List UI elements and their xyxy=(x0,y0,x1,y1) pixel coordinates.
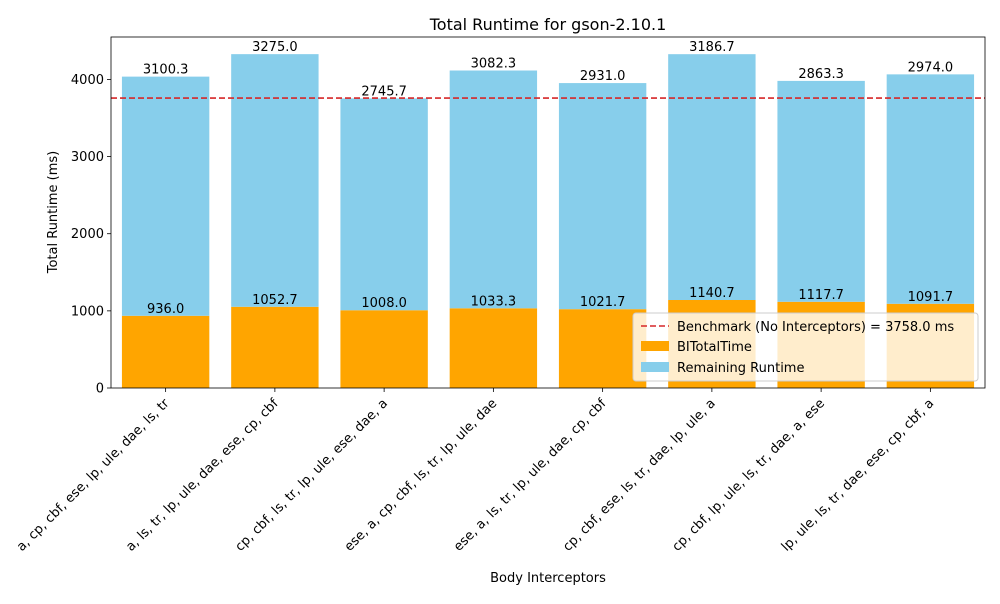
data-label-bitotaltime: 1021.7 xyxy=(580,295,626,310)
y-tick-label: 1000 xyxy=(71,304,104,319)
bar-bitotaltime xyxy=(231,306,319,388)
y-tick-label: 2000 xyxy=(71,227,104,242)
bar-remaining-runtime xyxy=(668,54,756,301)
legend-label-bitotaltime: BITotalTime xyxy=(677,340,752,355)
data-label-remaining-runtime: 3275.0 xyxy=(252,40,298,55)
bar-remaining-runtime xyxy=(558,83,647,310)
y-tick-label: 3000 xyxy=(71,150,104,165)
data-label-bitotaltime: 1140.7 xyxy=(689,286,735,301)
data-label-remaining-runtime: 3186.7 xyxy=(689,40,735,55)
chart-title: Total Runtime for gson-2.10.1 xyxy=(429,15,667,34)
data-label-bitotaltime: 1008.0 xyxy=(361,296,407,311)
data-label-remaining-runtime: 2974.0 xyxy=(908,60,954,75)
legend-label-remaining-runtime: Remaining Runtime xyxy=(677,361,804,376)
bar-remaining-runtime xyxy=(886,74,975,304)
bar-remaining-runtime xyxy=(340,98,428,311)
axes-frame xyxy=(110,36,986,389)
bar-remaining-runtime xyxy=(231,54,319,307)
y-tick-label: 4000 xyxy=(71,73,104,88)
bar-remaining-runtime xyxy=(777,80,865,302)
data-label-remaining-runtime: 3082.3 xyxy=(471,57,517,72)
x-axis-label: Body Interceptors xyxy=(490,571,606,586)
data-label-bitotaltime: 1052.7 xyxy=(252,293,298,308)
legend-label-benchmark: Benchmark (No Interceptors) = 3758.0 ms xyxy=(677,320,954,335)
y-axis-label: Total Runtime (ms) xyxy=(46,151,61,275)
legend: Benchmark (No Interceptors) = 3758.0 ms B… xyxy=(632,312,979,382)
data-label-bitotaltime: 1033.3 xyxy=(471,294,517,309)
bar-bitotaltime xyxy=(449,308,538,388)
data-label-remaining-runtime: 2863.3 xyxy=(798,67,844,82)
legend-box xyxy=(632,312,979,382)
data-label-remaining-runtime: 2745.7 xyxy=(361,84,407,99)
bar-bitotaltime xyxy=(121,315,210,388)
bar-remaining-runtime xyxy=(121,76,210,316)
data-label-bitotaltime: 1091.7 xyxy=(908,290,954,305)
bar-bitotaltime xyxy=(558,309,647,388)
bar-remaining-runtime xyxy=(449,70,538,309)
y-tick-label: 0 xyxy=(96,382,104,397)
data-label-bitotaltime: 1117.7 xyxy=(798,288,844,303)
data-label-bitotaltime: 936.0 xyxy=(147,302,184,317)
legend-swatch-remaining-runtime xyxy=(641,362,669,372)
data-label-remaining-runtime: 2931.0 xyxy=(580,69,626,84)
bar-bitotaltime xyxy=(340,310,428,388)
data-label-remaining-runtime: 3100.3 xyxy=(143,63,189,78)
legend-swatch-bitotaltime xyxy=(641,341,669,351)
